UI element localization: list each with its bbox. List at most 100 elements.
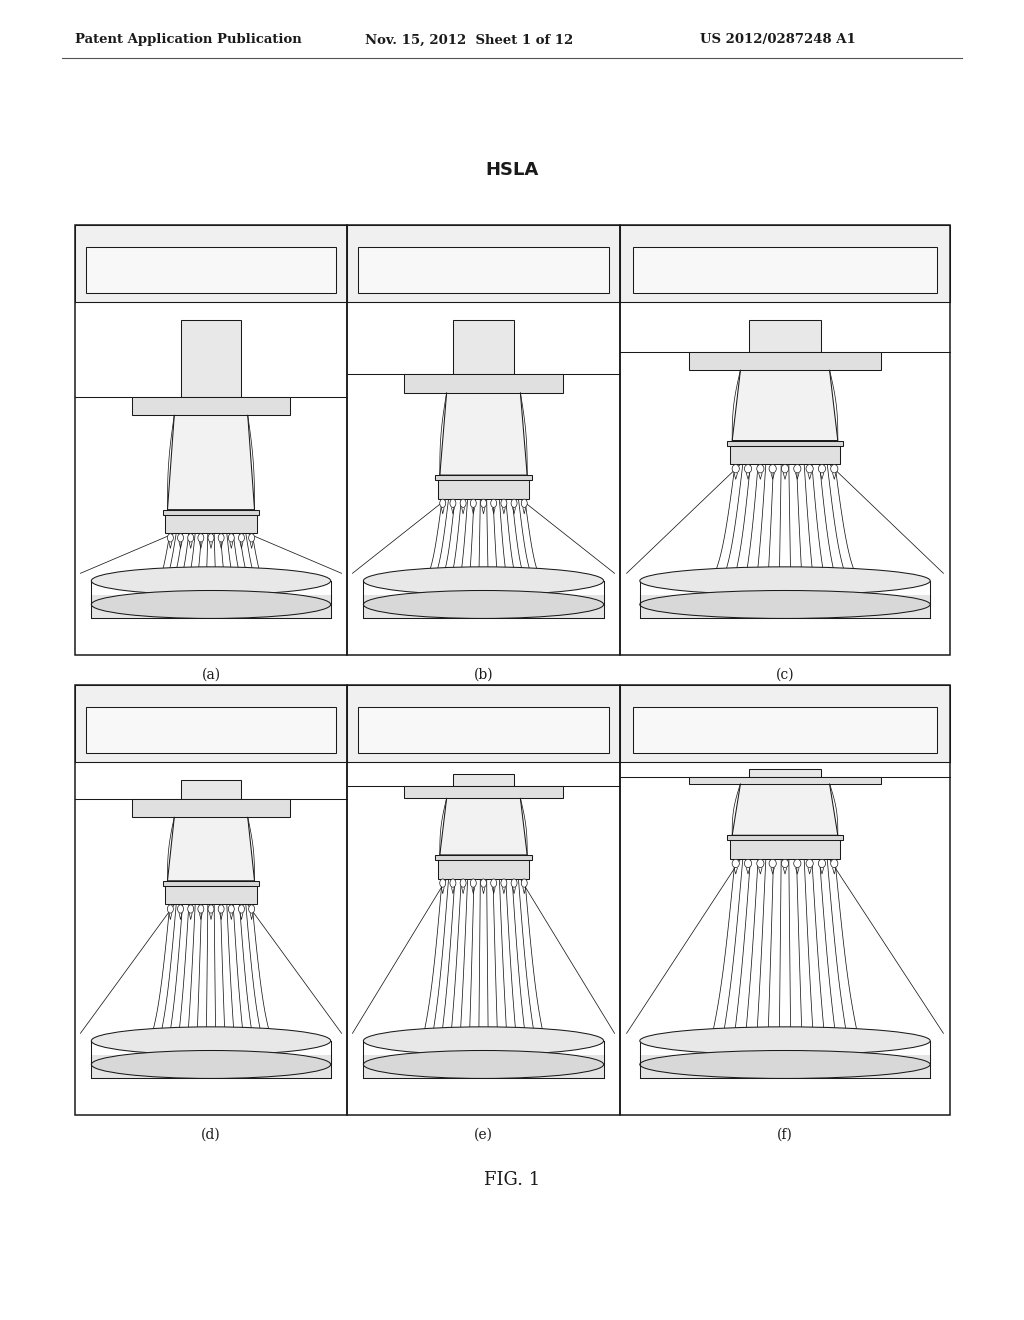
Bar (689, 352, 881, 370)
Ellipse shape (769, 465, 776, 473)
Polygon shape (732, 784, 838, 836)
Bar (347, 685, 620, 1115)
Ellipse shape (187, 904, 194, 913)
Bar (165, 880, 257, 904)
Bar (347, 685, 620, 1115)
Text: FIG. 1: FIG. 1 (484, 1171, 540, 1189)
Ellipse shape (511, 499, 517, 507)
Ellipse shape (490, 879, 497, 887)
Ellipse shape (239, 904, 245, 913)
Ellipse shape (167, 533, 173, 543)
Ellipse shape (806, 465, 813, 473)
Bar (364, 595, 603, 619)
Ellipse shape (450, 879, 456, 887)
Ellipse shape (177, 904, 183, 913)
Ellipse shape (239, 533, 245, 543)
Bar (75, 685, 347, 763)
Ellipse shape (177, 533, 183, 543)
Ellipse shape (91, 1027, 331, 1055)
Bar (640, 1055, 930, 1078)
Ellipse shape (364, 566, 603, 595)
Ellipse shape (439, 499, 445, 507)
Ellipse shape (732, 859, 739, 867)
Ellipse shape (218, 533, 224, 543)
Bar (75, 685, 347, 1115)
Bar (404, 375, 562, 392)
Text: Nov. 15, 2012  Sheet 1 of 12: Nov. 15, 2012 Sheet 1 of 12 (365, 33, 573, 46)
Ellipse shape (830, 465, 838, 473)
Ellipse shape (806, 859, 813, 867)
Ellipse shape (818, 859, 825, 867)
Bar (181, 780, 241, 799)
Bar (749, 770, 821, 776)
Ellipse shape (364, 1051, 603, 1078)
Bar (132, 397, 290, 414)
Ellipse shape (640, 1051, 930, 1078)
Ellipse shape (480, 499, 486, 507)
Ellipse shape (480, 879, 486, 887)
Bar (75, 224, 347, 655)
Ellipse shape (470, 879, 476, 887)
Bar (620, 224, 950, 655)
Ellipse shape (228, 533, 234, 543)
Ellipse shape (249, 904, 255, 913)
Ellipse shape (794, 859, 801, 867)
Bar (75, 224, 347, 302)
Ellipse shape (228, 904, 234, 913)
Bar (727, 836, 843, 841)
Ellipse shape (470, 499, 476, 507)
Bar (358, 706, 609, 754)
Ellipse shape (744, 465, 752, 473)
Bar (727, 441, 843, 446)
Bar (437, 475, 529, 499)
Bar (347, 685, 620, 763)
Bar (358, 247, 609, 293)
Ellipse shape (830, 859, 838, 867)
Text: HSLA: HSLA (485, 161, 539, 180)
Ellipse shape (521, 499, 527, 507)
Bar (454, 321, 513, 375)
Bar (347, 224, 620, 302)
Ellipse shape (218, 904, 224, 913)
Ellipse shape (91, 590, 331, 619)
Text: Patent Application Publication: Patent Application Publication (75, 33, 302, 46)
Bar (689, 776, 881, 784)
Bar (404, 787, 562, 799)
Bar (132, 799, 290, 817)
Ellipse shape (757, 859, 764, 867)
Bar (620, 685, 950, 1115)
Bar (620, 224, 950, 655)
Bar (633, 247, 937, 293)
Ellipse shape (781, 859, 788, 867)
Bar (163, 510, 259, 515)
Bar (454, 775, 513, 787)
Ellipse shape (501, 499, 507, 507)
Ellipse shape (769, 859, 776, 867)
Ellipse shape (757, 465, 764, 473)
Bar (620, 224, 950, 302)
Bar (729, 836, 841, 859)
Bar (620, 685, 950, 763)
Bar (437, 855, 529, 879)
Ellipse shape (91, 566, 331, 595)
Ellipse shape (511, 879, 517, 887)
Ellipse shape (364, 1027, 603, 1055)
Ellipse shape (167, 904, 173, 913)
Bar (165, 510, 257, 533)
Bar (75, 224, 347, 655)
Ellipse shape (781, 465, 788, 473)
Polygon shape (440, 392, 527, 475)
Bar (86, 706, 336, 754)
Bar (435, 475, 531, 480)
Bar (633, 706, 937, 754)
Bar (729, 441, 841, 465)
Ellipse shape (521, 879, 527, 887)
Text: (c): (c) (776, 668, 795, 682)
Ellipse shape (818, 465, 825, 473)
Bar (163, 880, 259, 886)
Polygon shape (732, 370, 838, 441)
Ellipse shape (208, 904, 214, 913)
Ellipse shape (490, 499, 497, 507)
Ellipse shape (460, 879, 466, 887)
Polygon shape (168, 414, 255, 510)
